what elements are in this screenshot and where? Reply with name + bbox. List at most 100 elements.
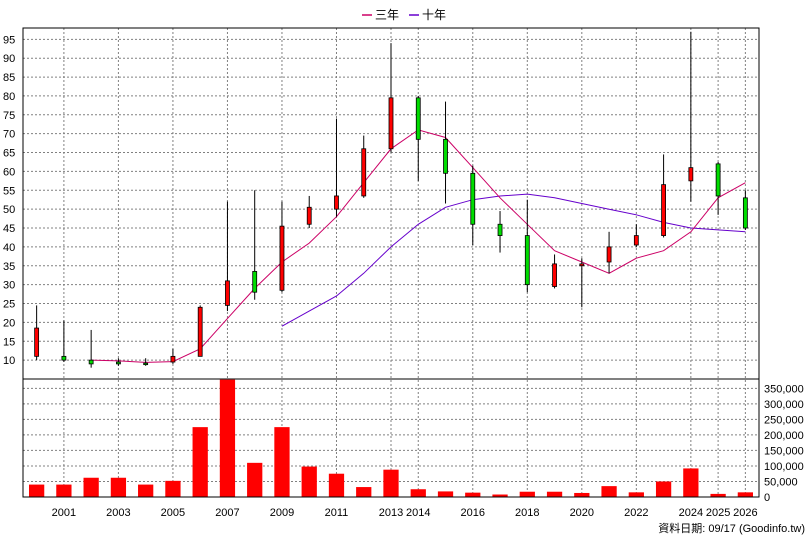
price-tick-label: 15	[3, 336, 15, 348]
price-tick-label: 95	[3, 34, 15, 46]
price-tick-label: 85	[3, 72, 15, 84]
x-tick-label: 2020	[570, 507, 594, 519]
x-tick-label: 2011	[325, 507, 349, 519]
volume-bar	[328, 473, 345, 497]
volume-bar	[437, 491, 454, 497]
x-tick-label: 2024	[679, 507, 703, 519]
ma-10y-line	[281, 193, 746, 327]
volume-bar	[737, 492, 754, 497]
price-tick-label: 35	[3, 261, 15, 273]
candles	[34, 31, 748, 368]
volume-tick-label: 100,000	[764, 461, 804, 473]
candle-body-up	[279, 225, 285, 291]
candle-body-up	[306, 206, 312, 225]
volume-bar	[83, 477, 99, 497]
volume-bar	[110, 477, 127, 497]
candle-body-up	[579, 263, 585, 267]
candle-body-up	[334, 195, 339, 210]
candle-body-up	[661, 184, 666, 236]
price-tick-label: 45	[3, 223, 15, 235]
price-tick-label: 55	[3, 185, 15, 197]
volume-bars	[28, 379, 754, 497]
price-tick-label: 20	[3, 317, 15, 329]
price-tick-label: 65	[3, 148, 15, 160]
volume-bar	[356, 487, 372, 497]
price-tick-label: 70	[3, 129, 15, 141]
volume-bar	[274, 427, 290, 497]
candle-body-up	[225, 280, 230, 306]
frames	[22, 27, 760, 498]
volume-tick-label: 200,000	[764, 430, 804, 442]
candle-body-down	[742, 197, 748, 229]
candle-body-down	[470, 172, 476, 225]
volume-bar	[574, 492, 590, 497]
candle-body-down	[524, 235, 530, 286]
volume-bar	[56, 484, 72, 497]
x-tick-label: 2016	[461, 507, 485, 519]
candle-body-up	[361, 148, 367, 197]
volume-bar	[710, 493, 726, 497]
candle-body-down	[443, 138, 448, 174]
volume-bar	[546, 491, 563, 497]
volume-bar	[28, 484, 45, 497]
candle-body-up	[197, 306, 203, 357]
candle-body-down	[88, 359, 94, 365]
candle-body-down	[143, 362, 149, 366]
legend-10y-label: 十年	[422, 8, 446, 22]
volume-tick-label: 250,000	[764, 414, 804, 426]
volume-bar	[192, 427, 208, 497]
x-tick-label: 2025	[706, 507, 730, 519]
volume-bar	[683, 468, 699, 497]
volume-tick-label: 150,000	[764, 445, 804, 457]
volume-bar	[519, 491, 535, 497]
x-tick-label: 2009	[270, 507, 294, 519]
legend-3y-label: 三年	[375, 8, 399, 22]
candle-body-up	[606, 246, 612, 263]
volume-bar	[465, 492, 481, 497]
x-tick-label: 2022	[624, 507, 648, 519]
volume-bar	[628, 492, 644, 497]
candle-body-up	[170, 355, 176, 363]
candle-body-up	[552, 263, 557, 287]
price-axis: 10 15 20 25 30 35 40 45 50 55 60 65 70 75 80 85 90 95	[3, 34, 15, 367]
x-tick-label: 2018	[515, 507, 539, 519]
volume-tick-label: 50,000	[764, 476, 798, 488]
volume-bar	[138, 484, 154, 497]
x-tick-label: 2005	[161, 507, 185, 519]
price-tick-label: 75	[3, 110, 15, 122]
volume-tick-label: 300,000	[764, 399, 804, 411]
price-tick-label: 25	[3, 299, 15, 311]
x-axis: 2001 2003 2005 2007 2009 2011 2013 2014 2016 2018…	[52, 507, 758, 519]
x-tick-label: 2003	[106, 507, 130, 519]
price-tick-label: 60	[3, 166, 15, 178]
volume-bar	[655, 481, 672, 497]
price-tick-label: 90	[3, 53, 15, 65]
volume-bar	[383, 469, 399, 497]
price-tick-label: 80	[3, 91, 15, 103]
source-date-label: 資料日期: 09/17 (Goodinfo.tw)	[658, 521, 805, 535]
volume-tick-label: 0	[764, 492, 770, 504]
volume-bar	[410, 489, 426, 497]
x-tick-label: 2014	[406, 507, 430, 519]
volume-bar	[601, 486, 617, 497]
price-tick-label: 30	[3, 280, 15, 292]
volume-bar	[247, 462, 263, 497]
candle-body-up	[688, 167, 694, 182]
legend: 三年 十年	[362, 8, 446, 22]
x-tick-label: 2013	[379, 507, 403, 519]
candle-body-down	[116, 361, 121, 365]
candle-body-down	[497, 223, 503, 236]
candle-body-down	[61, 355, 67, 361]
candle-body-down	[415, 97, 421, 140]
volume-bar	[219, 379, 236, 497]
x-tick-label: 2001	[52, 507, 76, 519]
price-tick-label: 40	[3, 242, 15, 254]
volume-bar	[165, 480, 181, 497]
volume-bar	[301, 466, 317, 497]
x-tick-label: 2007	[215, 507, 239, 519]
x-tick-label: 2026	[733, 507, 757, 519]
candle-body-up	[633, 235, 639, 246]
volume-tick-label: 350,000	[764, 383, 804, 395]
candle-body-down	[252, 271, 258, 293]
